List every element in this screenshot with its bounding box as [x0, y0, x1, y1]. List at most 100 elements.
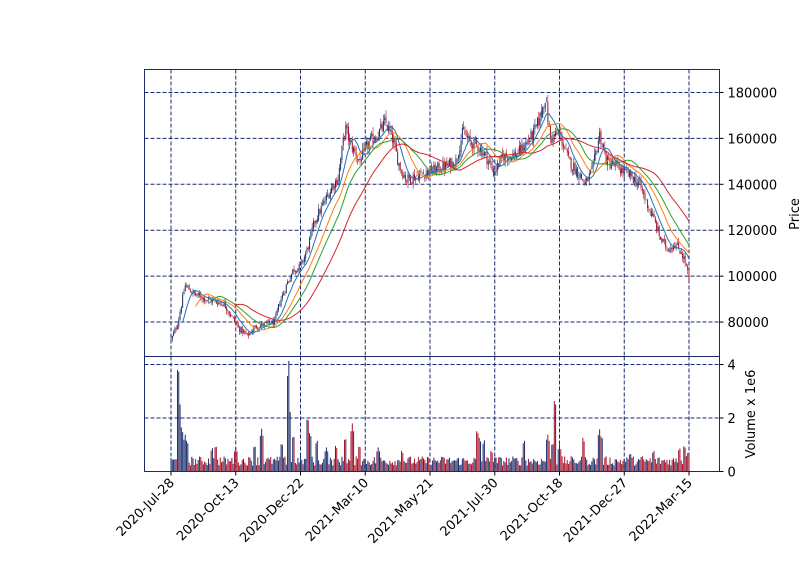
candle-body [376, 139, 378, 141]
volume-bar [579, 460, 581, 472]
volume-bar [241, 459, 243, 472]
candle-body [276, 309, 278, 315]
candle-body [263, 322, 265, 327]
candle-body [433, 164, 435, 172]
volume-bar [322, 462, 324, 472]
volume-bar [214, 447, 216, 472]
volume-bar [473, 457, 475, 472]
volume-bar [213, 458, 215, 472]
candle-body [586, 177, 588, 182]
volume-bar [275, 460, 277, 472]
candle-body [437, 163, 439, 168]
volume-bar [556, 464, 558, 472]
candle-body [375, 139, 377, 141]
volume-bar [186, 440, 188, 472]
candle-body [553, 134, 555, 136]
volume-bar [350, 431, 352, 472]
volume-bar [208, 458, 210, 472]
candle-body [630, 171, 632, 177]
candle-body [279, 304, 281, 306]
volume-bar [240, 464, 242, 472]
volume-bar [324, 451, 326, 472]
candle-body [605, 151, 607, 165]
volume-bar [434, 460, 436, 472]
candle-body [217, 302, 219, 305]
volume-bar [283, 457, 285, 472]
candle-body [678, 242, 680, 250]
volume-bar [272, 459, 274, 472]
candle-body [593, 154, 595, 161]
candle-body [451, 161, 453, 168]
candle-body [596, 150, 598, 152]
volume-bar [658, 457, 660, 472]
volume-bar [239, 465, 241, 472]
candle-body [658, 226, 660, 236]
candle-body [621, 167, 623, 173]
candle-body [608, 157, 610, 160]
candle-body [268, 320, 270, 324]
volume-bar [530, 461, 532, 472]
candle-body [323, 200, 325, 205]
candle-body [476, 139, 478, 145]
candle-body [386, 124, 388, 131]
volume-bar [650, 462, 652, 472]
candle-body [324, 201, 326, 203]
volume-bar [577, 463, 579, 472]
candle-body [672, 246, 674, 250]
volume-bar [447, 459, 449, 472]
volume-bar [622, 461, 624, 472]
volume-bar [502, 465, 504, 472]
volume-bar [531, 463, 533, 472]
volume-bar [407, 458, 409, 472]
candle-body [369, 136, 371, 141]
volume-bar [424, 459, 426, 472]
volume-bar [645, 459, 647, 472]
candle-body [564, 148, 566, 150]
candle-body [196, 294, 198, 296]
candle-body [310, 231, 312, 238]
volume-bar [477, 433, 479, 472]
volume-bar [663, 459, 665, 472]
candle-body [241, 326, 243, 334]
candle-body [533, 128, 535, 142]
candle-body [311, 227, 313, 232]
candle-body [512, 154, 514, 159]
volume-panel-grid [144, 356, 720, 472]
volume-bar [366, 464, 368, 472]
candle-body [231, 315, 233, 317]
volume-bar [200, 456, 202, 472]
volume-bar [255, 465, 257, 472]
volume-bar [289, 411, 291, 472]
volume-bar [404, 462, 406, 472]
volume-bar [568, 464, 570, 472]
volume-bar [573, 459, 575, 472]
candle-body [599, 131, 601, 142]
volume-bar [386, 463, 388, 472]
volume-bar [588, 463, 590, 472]
candle-body [579, 173, 581, 178]
volume-bar [276, 456, 278, 472]
volume-bar [369, 464, 371, 472]
candle-body [482, 153, 484, 156]
candle-body [315, 220, 317, 225]
candle-body [358, 159, 360, 161]
volume-bar [217, 459, 219, 472]
candle-body [650, 210, 652, 216]
candle-body [288, 281, 290, 283]
volume-bar [279, 456, 281, 472]
candle-body [186, 286, 188, 287]
volume-bar [511, 460, 513, 472]
volume-bar [547, 434, 549, 472]
candle-body [643, 190, 645, 195]
candle-body [406, 181, 408, 182]
candle-body [341, 146, 343, 161]
volume-bar [516, 457, 518, 472]
candle-body [325, 194, 327, 201]
candle-body [188, 285, 190, 290]
volume-bar [561, 456, 563, 472]
volume-bar [368, 462, 370, 472]
volume-bar [399, 461, 401, 472]
candle-body [347, 126, 349, 141]
volume-bar [469, 463, 471, 472]
candle-body [253, 327, 255, 332]
